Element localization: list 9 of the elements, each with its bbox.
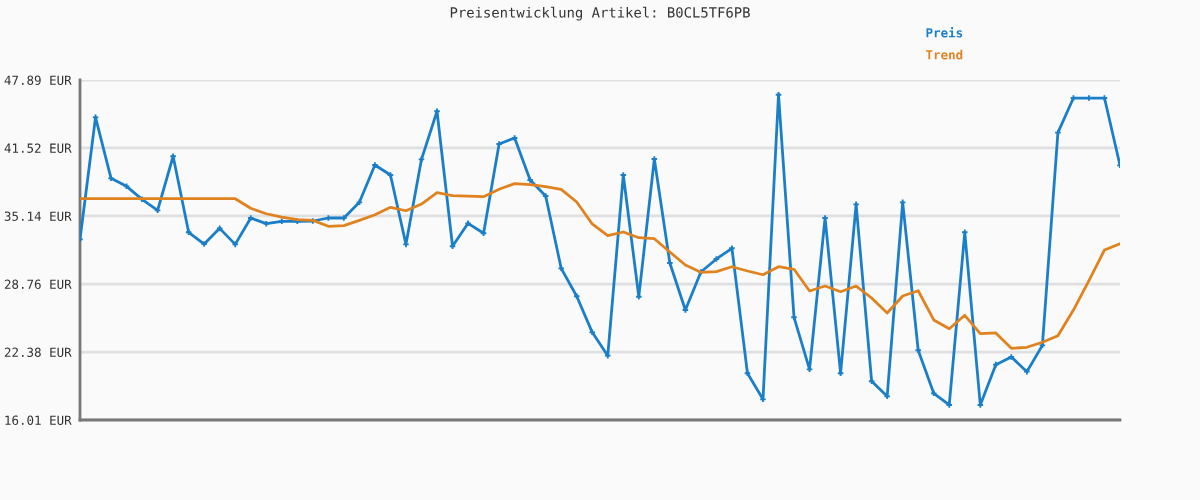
text: Preis (926, 27, 963, 38)
y-tick-label: 16.01 EUR (5, 415, 72, 425)
y-tick-label: 47.89 EUR (4, 75, 72, 85)
y-tick-label: 22.38 EUR (4, 347, 72, 358)
chart-title: Preisentwicklung Artikel: B0CL5TF6PB (450, 6, 750, 21)
y-tick-label: 41.52 EUR (4, 143, 72, 153)
y-tick-label: 35.14 EUR (4, 211, 72, 221)
y-tick-label: 28.76 EUR (4, 279, 72, 289)
text: Trend (926, 49, 963, 60)
